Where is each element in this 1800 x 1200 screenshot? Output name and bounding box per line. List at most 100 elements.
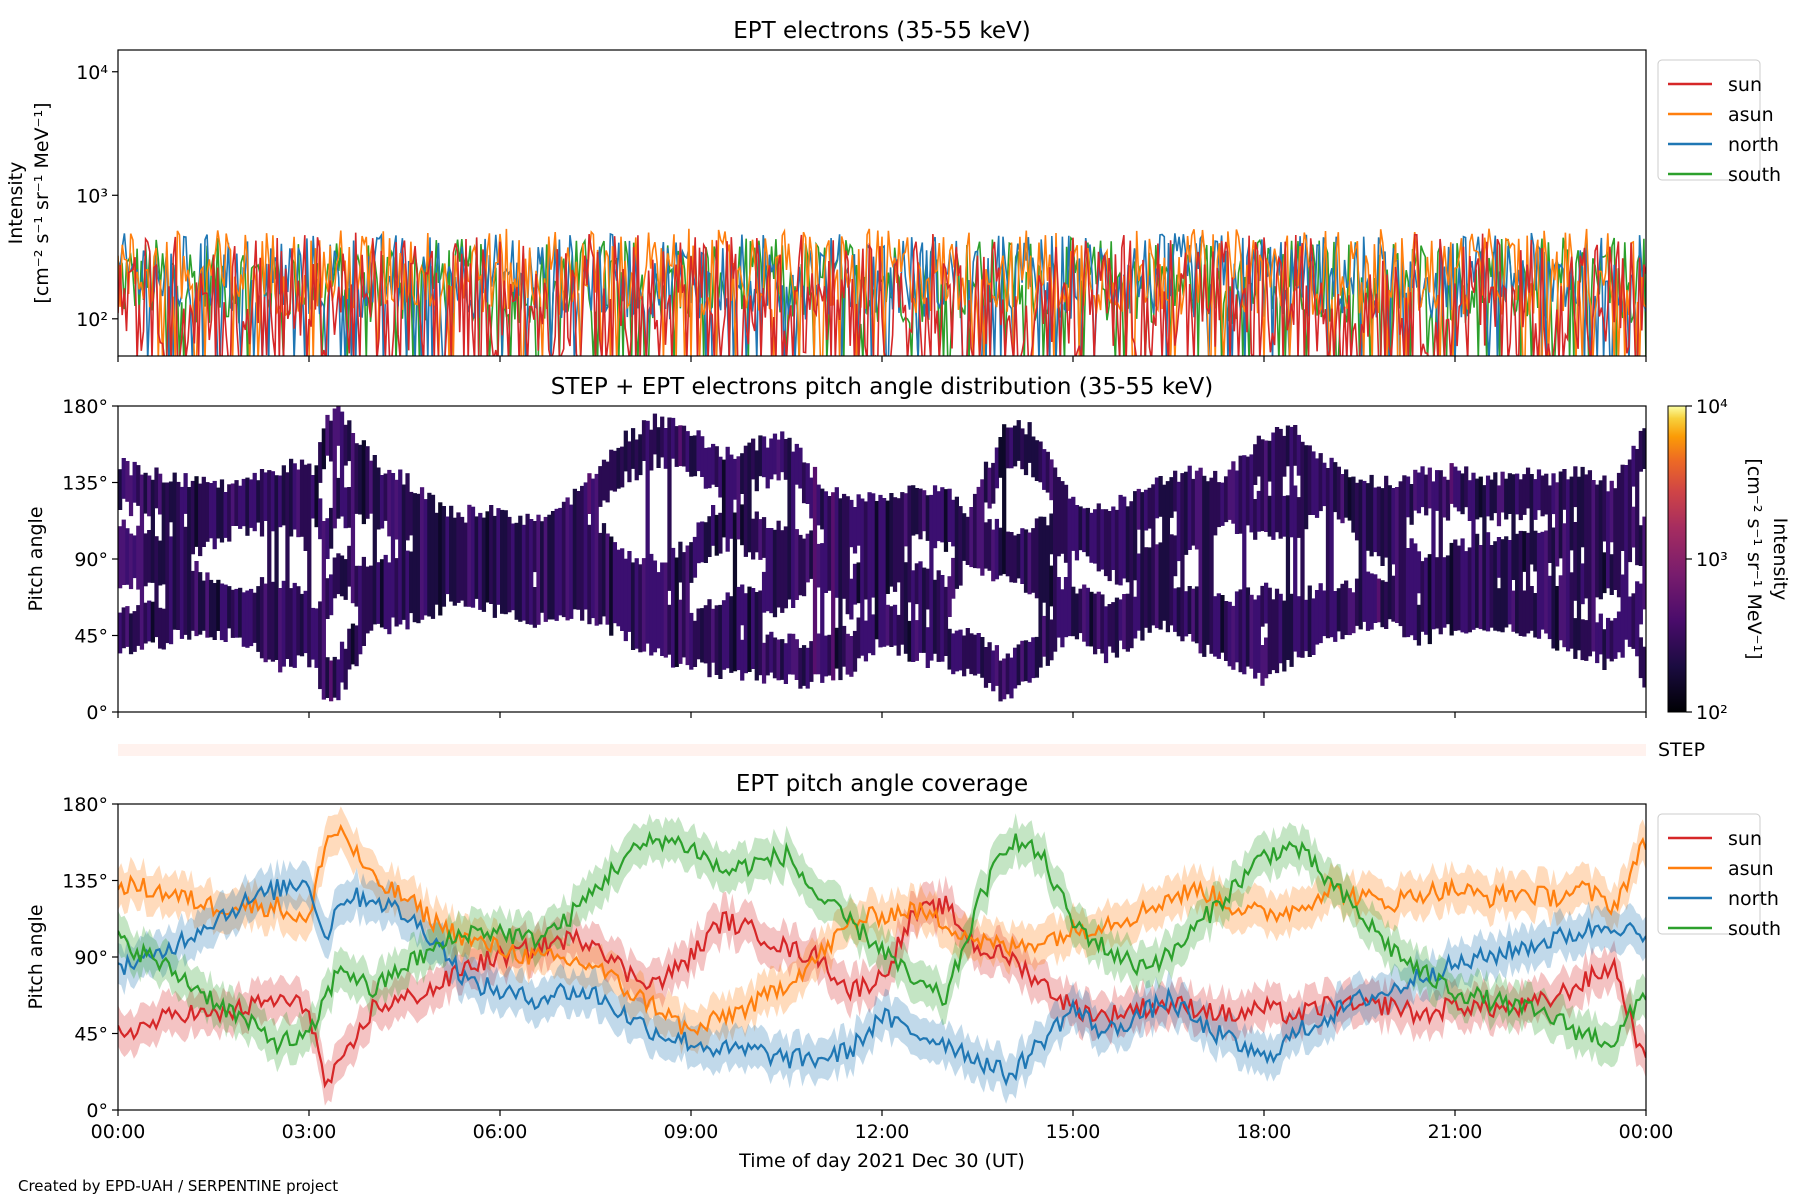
pad-heat-cell <box>885 604 890 646</box>
pad-heat-cell <box>1373 487 1378 553</box>
pad-heat-cell <box>208 483 214 539</box>
pad-heat-cell <box>896 614 901 656</box>
pad-heat-cell <box>754 592 759 681</box>
pad-y-tick-label: 180° <box>62 396 108 418</box>
coverage-line-sun <box>118 895 1646 1089</box>
pad-heat-cell <box>638 564 643 653</box>
coverage-line-south <box>118 830 1646 1056</box>
pad-heat-cell <box>1049 459 1054 501</box>
pad-heat-cell <box>318 601 323 690</box>
coverage-x-tick-label: 21:00 <box>1428 1121 1483 1143</box>
pad-heat-cell <box>681 552 687 658</box>
pad-heat-cell <box>336 406 341 446</box>
pad-heat-cell <box>816 484 821 526</box>
pad-heat-cell <box>871 614 876 656</box>
pad-heat-cell <box>1191 478 1196 546</box>
pad-heat-cell <box>641 558 647 652</box>
pad-heat-cell <box>216 579 221 631</box>
pad-heat-cell <box>903 493 909 547</box>
pad-heat-cell <box>150 479 155 583</box>
pad-heat-cell <box>318 442 323 483</box>
pad-heat-cell <box>609 536 614 636</box>
pad-heat-cell <box>1376 486 1382 557</box>
pad-heat-cell <box>823 635 829 677</box>
coverage-y-ticks: 0° 45° 90° 135° 180° <box>62 794 118 1122</box>
colorbar-ticks: 10² 10³ 10⁴ <box>1686 396 1728 724</box>
pad-heat-cell <box>718 604 723 679</box>
pad-heat-cell <box>270 581 276 662</box>
pad-heat-cell <box>376 467 381 530</box>
pad-heat-cell <box>1475 533 1480 628</box>
pad-heat-cell <box>1587 470 1593 657</box>
pad-heat-cell <box>1529 474 1534 565</box>
pad-heat-cell <box>718 512 723 554</box>
pad-heat-cell <box>849 499 854 548</box>
intensity-y-label-line2: [cm⁻² s⁻¹ sr⁻¹ MeV⁻¹] <box>31 102 53 303</box>
intensity-line-sun <box>118 232 1646 356</box>
pad-heat-cell <box>1100 594 1105 654</box>
pad-heat-cell <box>649 429 654 471</box>
pad-heat-cell <box>1627 459 1633 563</box>
pad-heat-cell <box>1638 583 1643 625</box>
pad-heat-cell <box>616 447 621 489</box>
pad-heat-cell <box>1442 557 1447 628</box>
pad-heat-cell <box>845 496 850 615</box>
pad-heat-cell <box>125 461 130 502</box>
pad-heat-cell <box>605 461 610 503</box>
pad-heat-cell <box>1093 593 1098 655</box>
pad-heat-cell <box>245 590 250 648</box>
pad-y-tick-label: 45° <box>74 626 108 648</box>
pad-heat-cell <box>1434 470 1440 511</box>
pad-heat-cell <box>1253 599 1258 679</box>
pad-heat-cell <box>470 506 476 608</box>
pad-heat-cell <box>1595 622 1600 664</box>
pad-heat-cell <box>205 572 210 638</box>
pad-heat-cell <box>518 515 523 622</box>
pad-heat-cell <box>441 506 447 607</box>
pad-heat-cell <box>118 612 123 654</box>
pad-heat-cell <box>805 533 810 583</box>
coverage-panel-title: EPT pitch angle coverage <box>736 771 1028 797</box>
pad-heat-cell <box>620 446 625 488</box>
pad-heat-cell <box>700 436 705 477</box>
pad-heat-cell <box>332 557 337 599</box>
pad-heat-cell <box>496 508 501 605</box>
intensity-panel-title: EPT electrons (35-55 keV) <box>733 18 1030 44</box>
pad-heat-cell <box>347 420 352 462</box>
pad-heat-cell <box>1278 428 1283 539</box>
pad-heat-cell <box>339 411 345 517</box>
pad-heat-cell <box>1369 573 1374 630</box>
pad-heat-cell <box>630 428 636 469</box>
pad-heat-cell <box>147 600 152 642</box>
pad-heat-cell <box>838 498 843 681</box>
pad-heat-cell <box>714 605 719 675</box>
pad-heat-cell <box>1369 474 1374 557</box>
pad-heat-cell <box>831 492 836 681</box>
pad-heat-cell <box>994 447 1000 489</box>
pad-heat-cell <box>390 473 396 618</box>
pad-heat-cell <box>118 469 123 510</box>
pad-heat-cell <box>449 505 454 602</box>
pad-heat-cell <box>707 447 712 489</box>
pad-heat-cell <box>1467 480 1472 521</box>
pad-heat-cell <box>765 447 770 489</box>
pad-heat-cell <box>510 523 516 611</box>
pad-heat-cell <box>1049 619 1054 661</box>
pad-heat-cell <box>863 620 869 662</box>
pad-heat-cell <box>143 602 148 644</box>
pad-heat-cell <box>321 428 326 470</box>
pad-heat-cell <box>1344 469 1349 518</box>
pad-heat-cell <box>1449 542 1454 636</box>
pad-heat-cell <box>150 601 155 643</box>
pad-heat-cell <box>161 608 166 650</box>
pad-heat-cell <box>1354 578 1360 626</box>
coverage-x-tick-label: 18:00 <box>1237 1121 1292 1143</box>
pad-heat-cell <box>758 590 763 676</box>
pad-heat-cell <box>1598 613 1603 655</box>
pad-heat-cell <box>339 555 345 597</box>
pad-heat-cell <box>962 513 967 561</box>
coverage-y-label: Pitch angle <box>25 904 47 1009</box>
pad-heat-cell <box>1052 467 1058 652</box>
coverage-x-tick-label: 15:00 <box>1046 1121 1101 1143</box>
pad-heat-cell <box>343 487 348 529</box>
